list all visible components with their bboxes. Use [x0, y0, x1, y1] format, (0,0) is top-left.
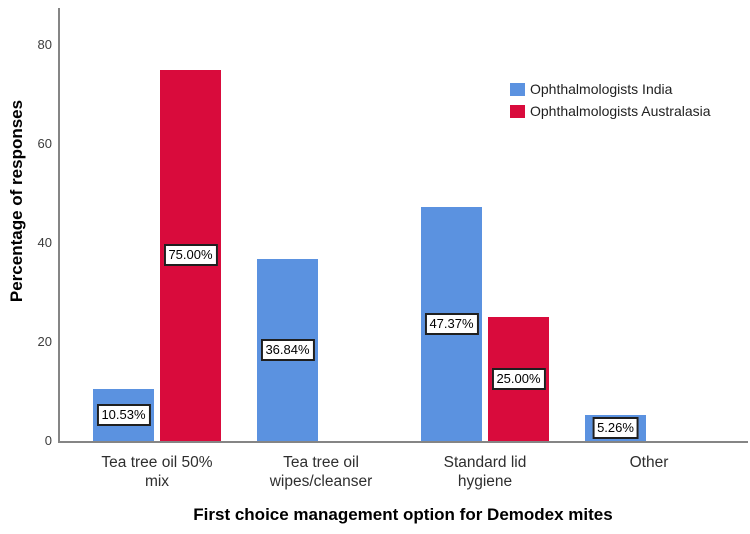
data-label: 5.26%: [592, 416, 639, 439]
data-label: 47.37%: [424, 312, 479, 335]
y-axis-title: Percentage of responses: [7, 99, 26, 303]
category-label: Tea tree oil 50% mix: [101, 454, 213, 490]
y-axis-line: [58, 8, 60, 443]
y-tick-label: 20: [37, 334, 52, 349]
data-label: 10.53%: [96, 403, 151, 426]
y-tick-label: 0: [44, 433, 52, 448]
data-label: 75.00%: [163, 244, 218, 267]
legend-swatch-india-icon: [510, 82, 525, 96]
category-label: Other: [629, 454, 669, 471]
data-label: 25.00%: [491, 368, 546, 391]
y-tick-label: 60: [37, 136, 52, 151]
legend-swatch-australasia-icon: [510, 104, 525, 118]
data-label: 36.84%: [260, 338, 315, 361]
legend-item-australasia: Ophthalmologists Australasia: [510, 100, 711, 122]
y-tick-label: 40: [37, 235, 52, 250]
legend-label-australasia: Ophthalmologists Australasia: [530, 103, 711, 119]
category-label: Tea tree oil wipes/cleanser: [269, 454, 373, 490]
legend-item-india: Ophthalmologists India: [510, 78, 711, 100]
legend: Ophthalmologists India Ophthalmologists …: [510, 78, 711, 122]
legend-label-india: Ophthalmologists India: [530, 81, 673, 97]
y-tick-label: 80: [37, 37, 52, 52]
category-label: Standard lid hygiene: [443, 454, 527, 490]
x-axis-line: [58, 441, 748, 443]
x-axis-title: First choice management option for Demod…: [193, 505, 613, 524]
